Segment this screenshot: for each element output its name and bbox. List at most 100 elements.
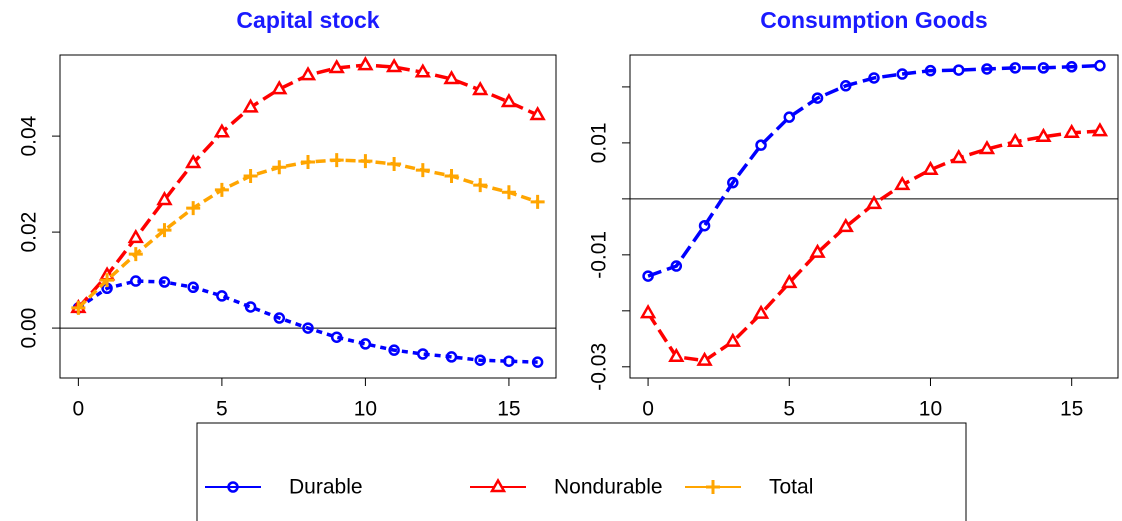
point xyxy=(952,64,965,76)
point xyxy=(1063,123,1080,139)
point xyxy=(415,163,430,178)
point xyxy=(157,223,172,238)
point xyxy=(328,58,345,74)
point xyxy=(187,281,199,294)
point xyxy=(388,344,400,356)
legend-marker xyxy=(489,477,507,493)
point xyxy=(981,63,993,75)
plot-box xyxy=(629,54,1119,379)
point xyxy=(472,81,489,96)
point xyxy=(783,111,796,123)
y-tick-label: 0.02 xyxy=(18,212,41,253)
point xyxy=(272,160,287,175)
point xyxy=(698,219,711,232)
point xyxy=(213,123,231,138)
point xyxy=(781,273,798,289)
point xyxy=(358,154,373,169)
point xyxy=(214,182,229,197)
x-tick-label: 15 xyxy=(497,398,520,421)
point xyxy=(329,153,344,168)
point xyxy=(924,64,937,77)
point xyxy=(271,80,288,95)
point xyxy=(530,194,545,209)
x-tick-label: 0 xyxy=(642,398,654,421)
point xyxy=(1091,122,1109,137)
series-line xyxy=(646,129,1101,363)
point xyxy=(809,243,826,258)
point xyxy=(127,228,144,244)
point xyxy=(978,140,996,155)
y-tick-label: 0.01 xyxy=(588,122,611,163)
point xyxy=(244,301,257,313)
point xyxy=(299,66,317,81)
point xyxy=(387,156,402,171)
point xyxy=(755,139,767,151)
series-line xyxy=(77,63,539,310)
point xyxy=(639,304,657,319)
x-tick-label: 15 xyxy=(1060,398,1083,421)
point xyxy=(385,57,403,73)
point xyxy=(301,155,315,170)
point xyxy=(500,93,518,108)
point xyxy=(727,176,739,189)
point xyxy=(837,217,854,233)
point xyxy=(444,168,459,183)
x-tick-label: 10 xyxy=(354,398,377,421)
legend-marker xyxy=(706,480,720,494)
legend-label: Durable xyxy=(289,476,363,499)
point xyxy=(840,80,852,92)
point xyxy=(156,190,173,206)
point xyxy=(1009,62,1021,74)
point xyxy=(185,153,202,169)
point xyxy=(1035,127,1052,142)
point xyxy=(359,338,372,350)
point xyxy=(868,72,880,84)
point xyxy=(668,347,685,362)
x-tick-label: 10 xyxy=(919,398,942,421)
x-tick-label: 5 xyxy=(216,398,228,421)
point xyxy=(130,275,142,287)
x-tick-label: 0 xyxy=(73,398,85,421)
chart-title: Consumption Goods xyxy=(760,7,987,33)
legend-label: Total xyxy=(769,476,813,499)
point xyxy=(100,273,115,288)
point xyxy=(1007,132,1024,148)
legend-box xyxy=(196,422,967,521)
point xyxy=(1037,62,1050,74)
y-tick-label: 0.00 xyxy=(18,308,41,349)
y-tick-label: 0.04 xyxy=(18,115,41,156)
point xyxy=(473,178,488,193)
point xyxy=(531,356,544,368)
series-line xyxy=(647,63,1100,278)
point xyxy=(71,300,86,315)
point xyxy=(302,322,314,334)
y-tick-label: -0.03 xyxy=(588,343,611,391)
point xyxy=(273,312,286,324)
point xyxy=(950,148,967,164)
series-line xyxy=(77,279,538,364)
point xyxy=(724,332,741,347)
x-tick-label: 5 xyxy=(783,398,795,421)
point xyxy=(414,63,431,78)
legend-marker xyxy=(227,481,239,493)
point xyxy=(642,270,654,282)
point xyxy=(811,92,824,104)
point xyxy=(417,348,429,360)
point xyxy=(158,276,171,288)
point xyxy=(443,69,460,85)
point xyxy=(670,260,683,272)
point xyxy=(865,194,883,210)
point xyxy=(752,304,770,319)
series-line xyxy=(77,158,539,310)
point xyxy=(1065,61,1078,73)
point xyxy=(186,201,201,216)
point xyxy=(474,354,486,366)
point xyxy=(243,168,258,183)
point xyxy=(696,351,713,366)
point xyxy=(445,351,458,363)
point xyxy=(216,290,228,302)
point xyxy=(128,247,143,262)
chart-title: Capital stock xyxy=(236,7,379,33)
point xyxy=(1094,59,1106,72)
